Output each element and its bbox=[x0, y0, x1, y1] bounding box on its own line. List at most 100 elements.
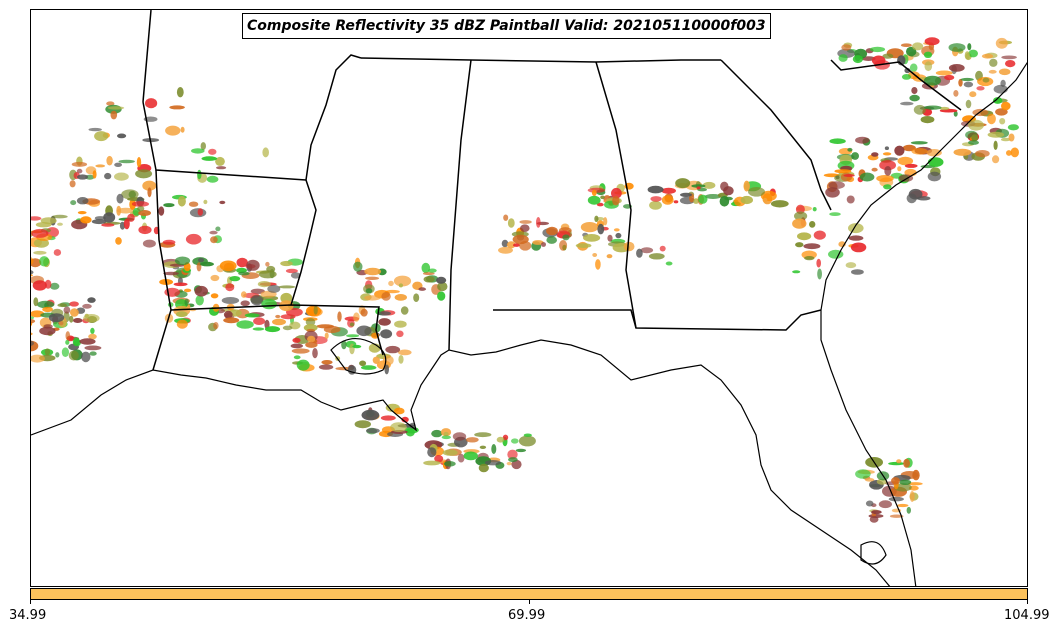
reflectivity-blob bbox=[953, 110, 958, 117]
reflectivity-blob bbox=[106, 155, 113, 166]
reflectivity-blob bbox=[972, 108, 989, 117]
reflectivity-blob bbox=[423, 276, 435, 283]
reflectivity-blob bbox=[907, 482, 923, 486]
reflectivity-blob bbox=[210, 274, 220, 282]
reflectivity-blob bbox=[909, 491, 915, 502]
reflectivity-blob bbox=[117, 207, 134, 214]
reflectivity-blob bbox=[44, 348, 51, 356]
reflectivity-blob bbox=[116, 193, 124, 204]
reflectivity-blob bbox=[82, 303, 92, 309]
reflectivity-blob bbox=[65, 339, 70, 345]
reflectivity-blob bbox=[203, 199, 208, 205]
reflectivity-blob bbox=[223, 310, 233, 319]
reflectivity-blob bbox=[851, 269, 864, 275]
reflectivity-blob bbox=[290, 272, 301, 279]
reflectivity-blob bbox=[427, 447, 437, 458]
reflectivity-blob bbox=[506, 241, 516, 249]
reflectivity-blob bbox=[312, 348, 318, 359]
reflectivity-blob bbox=[290, 343, 303, 349]
reflectivity-blob bbox=[79, 338, 96, 345]
reflectivity-blob bbox=[265, 261, 270, 267]
colorbar-tick-label-min: 34.99 bbox=[9, 608, 47, 623]
reflectivity-blob bbox=[90, 327, 95, 334]
reflectivity-blob bbox=[848, 223, 864, 234]
reflectivity-blob bbox=[901, 74, 912, 80]
reflectivity-blob bbox=[431, 429, 443, 438]
reflectivity-blob bbox=[1010, 147, 1019, 158]
reflectivity-blob bbox=[958, 78, 963, 87]
reflectivity-blob bbox=[258, 270, 277, 279]
reflectivity-blob bbox=[518, 435, 536, 447]
reflectivity-blob bbox=[101, 223, 115, 227]
reflectivity-blob bbox=[394, 294, 407, 301]
reflectivity-blob bbox=[70, 200, 77, 206]
reflectivity-blob bbox=[474, 432, 492, 438]
reflectivity-blob bbox=[693, 198, 699, 204]
reflectivity-blob bbox=[352, 344, 362, 349]
reflectivity-blob bbox=[31, 340, 34, 346]
reflectivity-blob bbox=[200, 142, 206, 151]
reflectivity-blob bbox=[580, 222, 599, 233]
reflectivity-blob bbox=[911, 148, 928, 155]
reflectivity-blob bbox=[49, 282, 60, 290]
reflectivity-blob bbox=[976, 86, 985, 91]
reflectivity-blob bbox=[508, 457, 518, 463]
reflectivity-blob bbox=[869, 516, 879, 523]
reflectivity-blob bbox=[965, 99, 972, 109]
reflectivity-blob bbox=[661, 187, 676, 194]
reflectivity-blob bbox=[809, 221, 816, 228]
reflectivity-blob bbox=[394, 320, 407, 328]
reflectivity-blob bbox=[1005, 60, 1016, 68]
reflectivity-blob bbox=[184, 288, 192, 293]
reflectivity-blob bbox=[188, 201, 199, 207]
reflectivity-blob bbox=[559, 240, 568, 251]
reflectivity-blob bbox=[696, 186, 701, 190]
reflectivity-blob bbox=[378, 318, 391, 326]
reflectivity-blob bbox=[142, 239, 156, 248]
reflectivity-blob bbox=[83, 314, 100, 323]
reflectivity-blob bbox=[261, 299, 277, 310]
reflectivity-blob bbox=[33, 297, 39, 307]
reflectivity-blob bbox=[845, 262, 857, 269]
reflectivity-blob bbox=[69, 180, 76, 188]
reflectivity-blob bbox=[244, 313, 260, 318]
reflectivity-blob bbox=[519, 220, 532, 224]
reflectivity-blob bbox=[72, 337, 80, 346]
reflectivity-blob bbox=[296, 359, 310, 371]
reflectivity-blob bbox=[463, 451, 478, 461]
reflectivity-blob bbox=[127, 213, 135, 222]
reflectivity-blob bbox=[69, 301, 79, 307]
reflectivity-blob bbox=[606, 254, 613, 259]
reflectivity-blob bbox=[900, 43, 912, 47]
reflectivity-blob bbox=[478, 463, 489, 473]
reflectivity-blob bbox=[282, 325, 293, 331]
reflectivity-blob bbox=[70, 308, 79, 317]
reflectivity-blob bbox=[292, 337, 301, 343]
reflectivity-blob bbox=[491, 444, 497, 454]
reflectivity-blob bbox=[398, 355, 404, 364]
reflectivity-blob bbox=[536, 217, 541, 228]
reflectivity-blob bbox=[924, 61, 933, 72]
reflectivity-blob bbox=[665, 261, 673, 266]
reflectivity-blob bbox=[900, 101, 914, 106]
reflectivity-blob bbox=[353, 261, 363, 272]
reflectivity-blob bbox=[262, 147, 269, 158]
coastline bbox=[31, 61, 1027, 586]
colorbar-tick bbox=[529, 600, 530, 604]
reflectivity-blob bbox=[871, 510, 882, 515]
reflectivity-blob bbox=[223, 317, 240, 324]
reflectivity-blob bbox=[829, 138, 846, 144]
reflectivity-blob bbox=[612, 195, 620, 206]
reflectivity-blob bbox=[659, 245, 666, 252]
reflectivity-blob bbox=[546, 236, 557, 244]
reflectivity-blob bbox=[803, 243, 821, 250]
reflectivity-blob bbox=[704, 194, 722, 199]
reflectivity-blob bbox=[103, 212, 116, 223]
reflectivity-blob bbox=[597, 223, 605, 235]
reflectivity-blob bbox=[434, 455, 444, 463]
reflectivity-blob bbox=[400, 306, 409, 315]
reflectivity-blob bbox=[457, 453, 465, 463]
reflectivity-blob bbox=[215, 156, 225, 166]
reflectivity-blob bbox=[184, 298, 189, 306]
reflectivity-blob bbox=[888, 496, 904, 502]
